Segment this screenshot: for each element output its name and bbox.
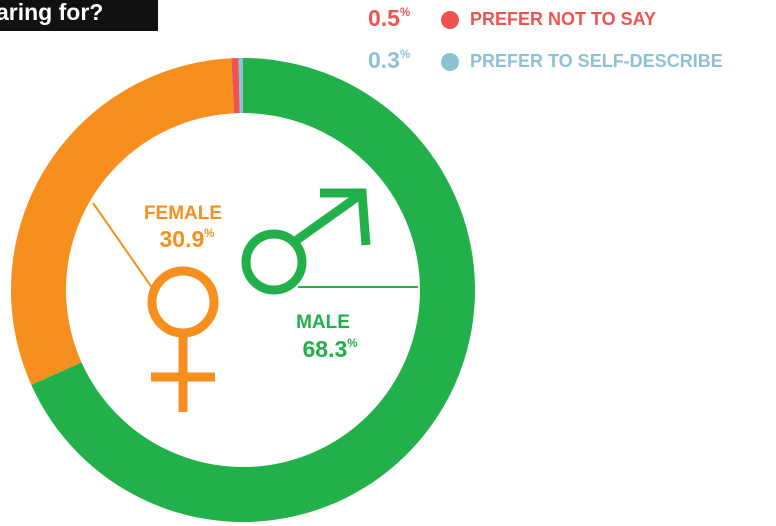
unit: % <box>400 49 410 61</box>
category-label: MALE <box>296 312 350 333</box>
value-label: 30.9% <box>160 226 215 252</box>
legend-label: PREFER TO SELF-DESCRIBE <box>470 51 723 71</box>
unit: % <box>204 228 214 240</box>
slice <box>10 58 235 385</box>
legend-dot <box>441 53 459 71</box>
title-box <box>0 0 158 31</box>
unit: % <box>347 338 357 350</box>
value-label: 0.5% <box>368 5 410 31</box>
male-symbol <box>241 188 371 295</box>
legend-label: PREFER NOT TO SAY <box>470 9 656 29</box>
category-label: FEMALE <box>144 203 222 224</box>
value-label: 0.3% <box>368 47 410 73</box>
leader-line <box>92 202 156 293</box>
value: 68.3 <box>303 336 348 362</box>
slice <box>238 58 243 114</box>
value-label: 68.3% <box>303 336 358 362</box>
legend-dot <box>441 11 459 29</box>
donut <box>10 58 475 522</box>
slice <box>231 58 240 114</box>
unit: % <box>400 7 410 19</box>
chart-title: aring for? <box>0 0 103 25</box>
value: 0.3 <box>368 47 400 73</box>
value: 30.9 <box>160 226 205 252</box>
value: 0.5 <box>368 5 400 31</box>
female-symbol <box>147 266 219 412</box>
